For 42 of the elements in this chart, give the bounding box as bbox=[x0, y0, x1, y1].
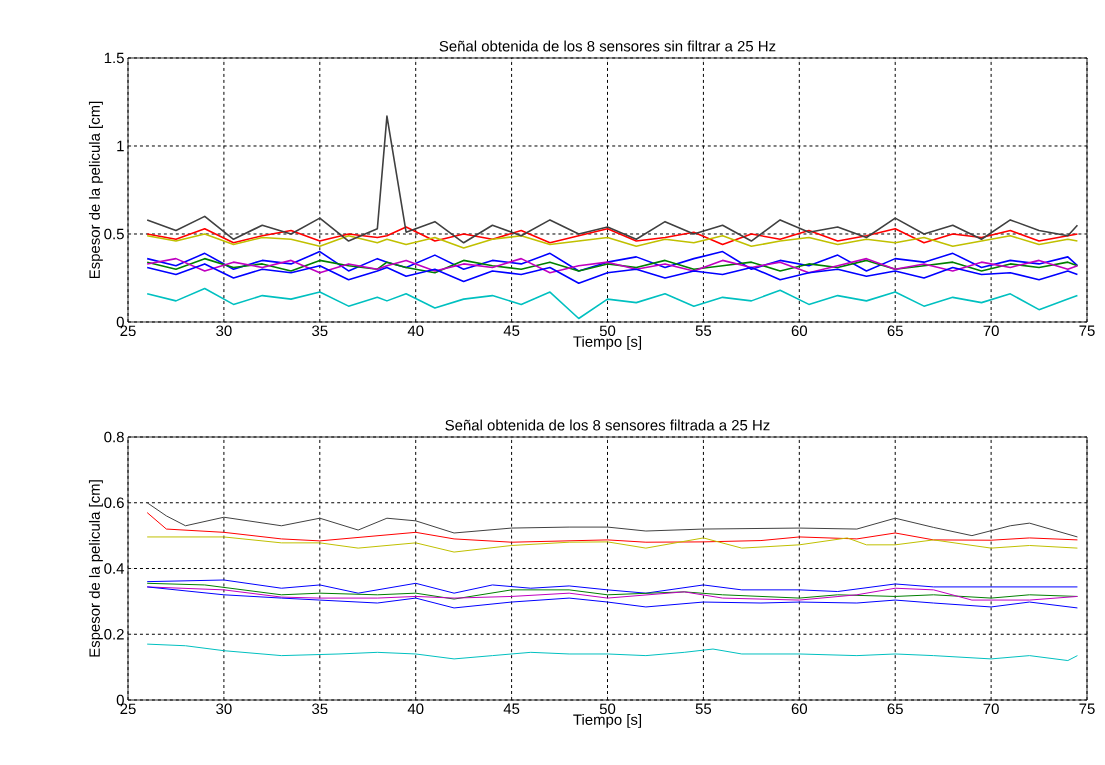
x-tick-label: 50 bbox=[599, 703, 616, 715]
y-tick-label: 0.8 bbox=[104, 431, 124, 443]
line-series bbox=[146, 502, 1078, 538]
x-tick-label: 65 bbox=[887, 325, 903, 337]
y-tick-label: 0.2 bbox=[104, 628, 124, 640]
chart-title: Señal obtenida de los 8 sensores sin filtrar a 25 Hz bbox=[439, 40, 776, 52]
x-tick-label: 55 bbox=[695, 325, 712, 336]
x-tick-label: 45 bbox=[503, 703, 520, 714]
line-series bbox=[146, 257, 1079, 274]
x-tick-label: 75 bbox=[1079, 325, 1095, 336]
x-tick-label: 70 bbox=[983, 325, 999, 337]
x-tick-label: 30 bbox=[216, 325, 232, 337]
y-tick-label: 0.6 bbox=[104, 497, 124, 509]
line-series bbox=[146, 586, 1078, 609]
x-tick-label: 65 bbox=[887, 703, 903, 715]
x-tick-label: 60 bbox=[791, 325, 808, 337]
line-series bbox=[146, 512, 1078, 543]
x-tick-label: 35 bbox=[312, 703, 328, 715]
y-axis-title: Espesor de la pelicula [cm] bbox=[88, 480, 103, 657]
line-series bbox=[146, 643, 1078, 662]
x-tick-label: 55 bbox=[695, 703, 712, 714]
y-axis-title: Espesor de la pelicula [cm] bbox=[88, 101, 103, 279]
x-tick-label: 40 bbox=[407, 325, 424, 337]
x-axis-title: Tiempo [s] bbox=[573, 335, 642, 350]
y-tick-label: 1.5 bbox=[104, 52, 124, 64]
line-series bbox=[146, 233, 1079, 249]
x-tick-label: 75 bbox=[1079, 703, 1095, 714]
x-tick-label: 60 bbox=[791, 703, 808, 715]
y-tick-label: 1 bbox=[117, 140, 124, 152]
x-tick-label: 50 bbox=[599, 325, 616, 337]
x-tick-label: 45 bbox=[503, 325, 520, 336]
line-series bbox=[146, 115, 1079, 244]
x-tick-label: 70 bbox=[983, 703, 999, 715]
x-tick-label: 35 bbox=[312, 325, 328, 337]
x-tick-label: 30 bbox=[216, 703, 232, 715]
line-series bbox=[146, 287, 1079, 320]
x-tick-label: 40 bbox=[407, 703, 424, 715]
x-axis-title: Tiempo [s] bbox=[573, 713, 642, 728]
y-tick-label: 0.4 bbox=[104, 563, 125, 574]
y-tick-label: 0.5 bbox=[104, 228, 124, 240]
line-series bbox=[146, 536, 1078, 553]
chart-title: Señal obtenida de los 8 sensores filtrada a 25 Hz bbox=[445, 419, 770, 431]
